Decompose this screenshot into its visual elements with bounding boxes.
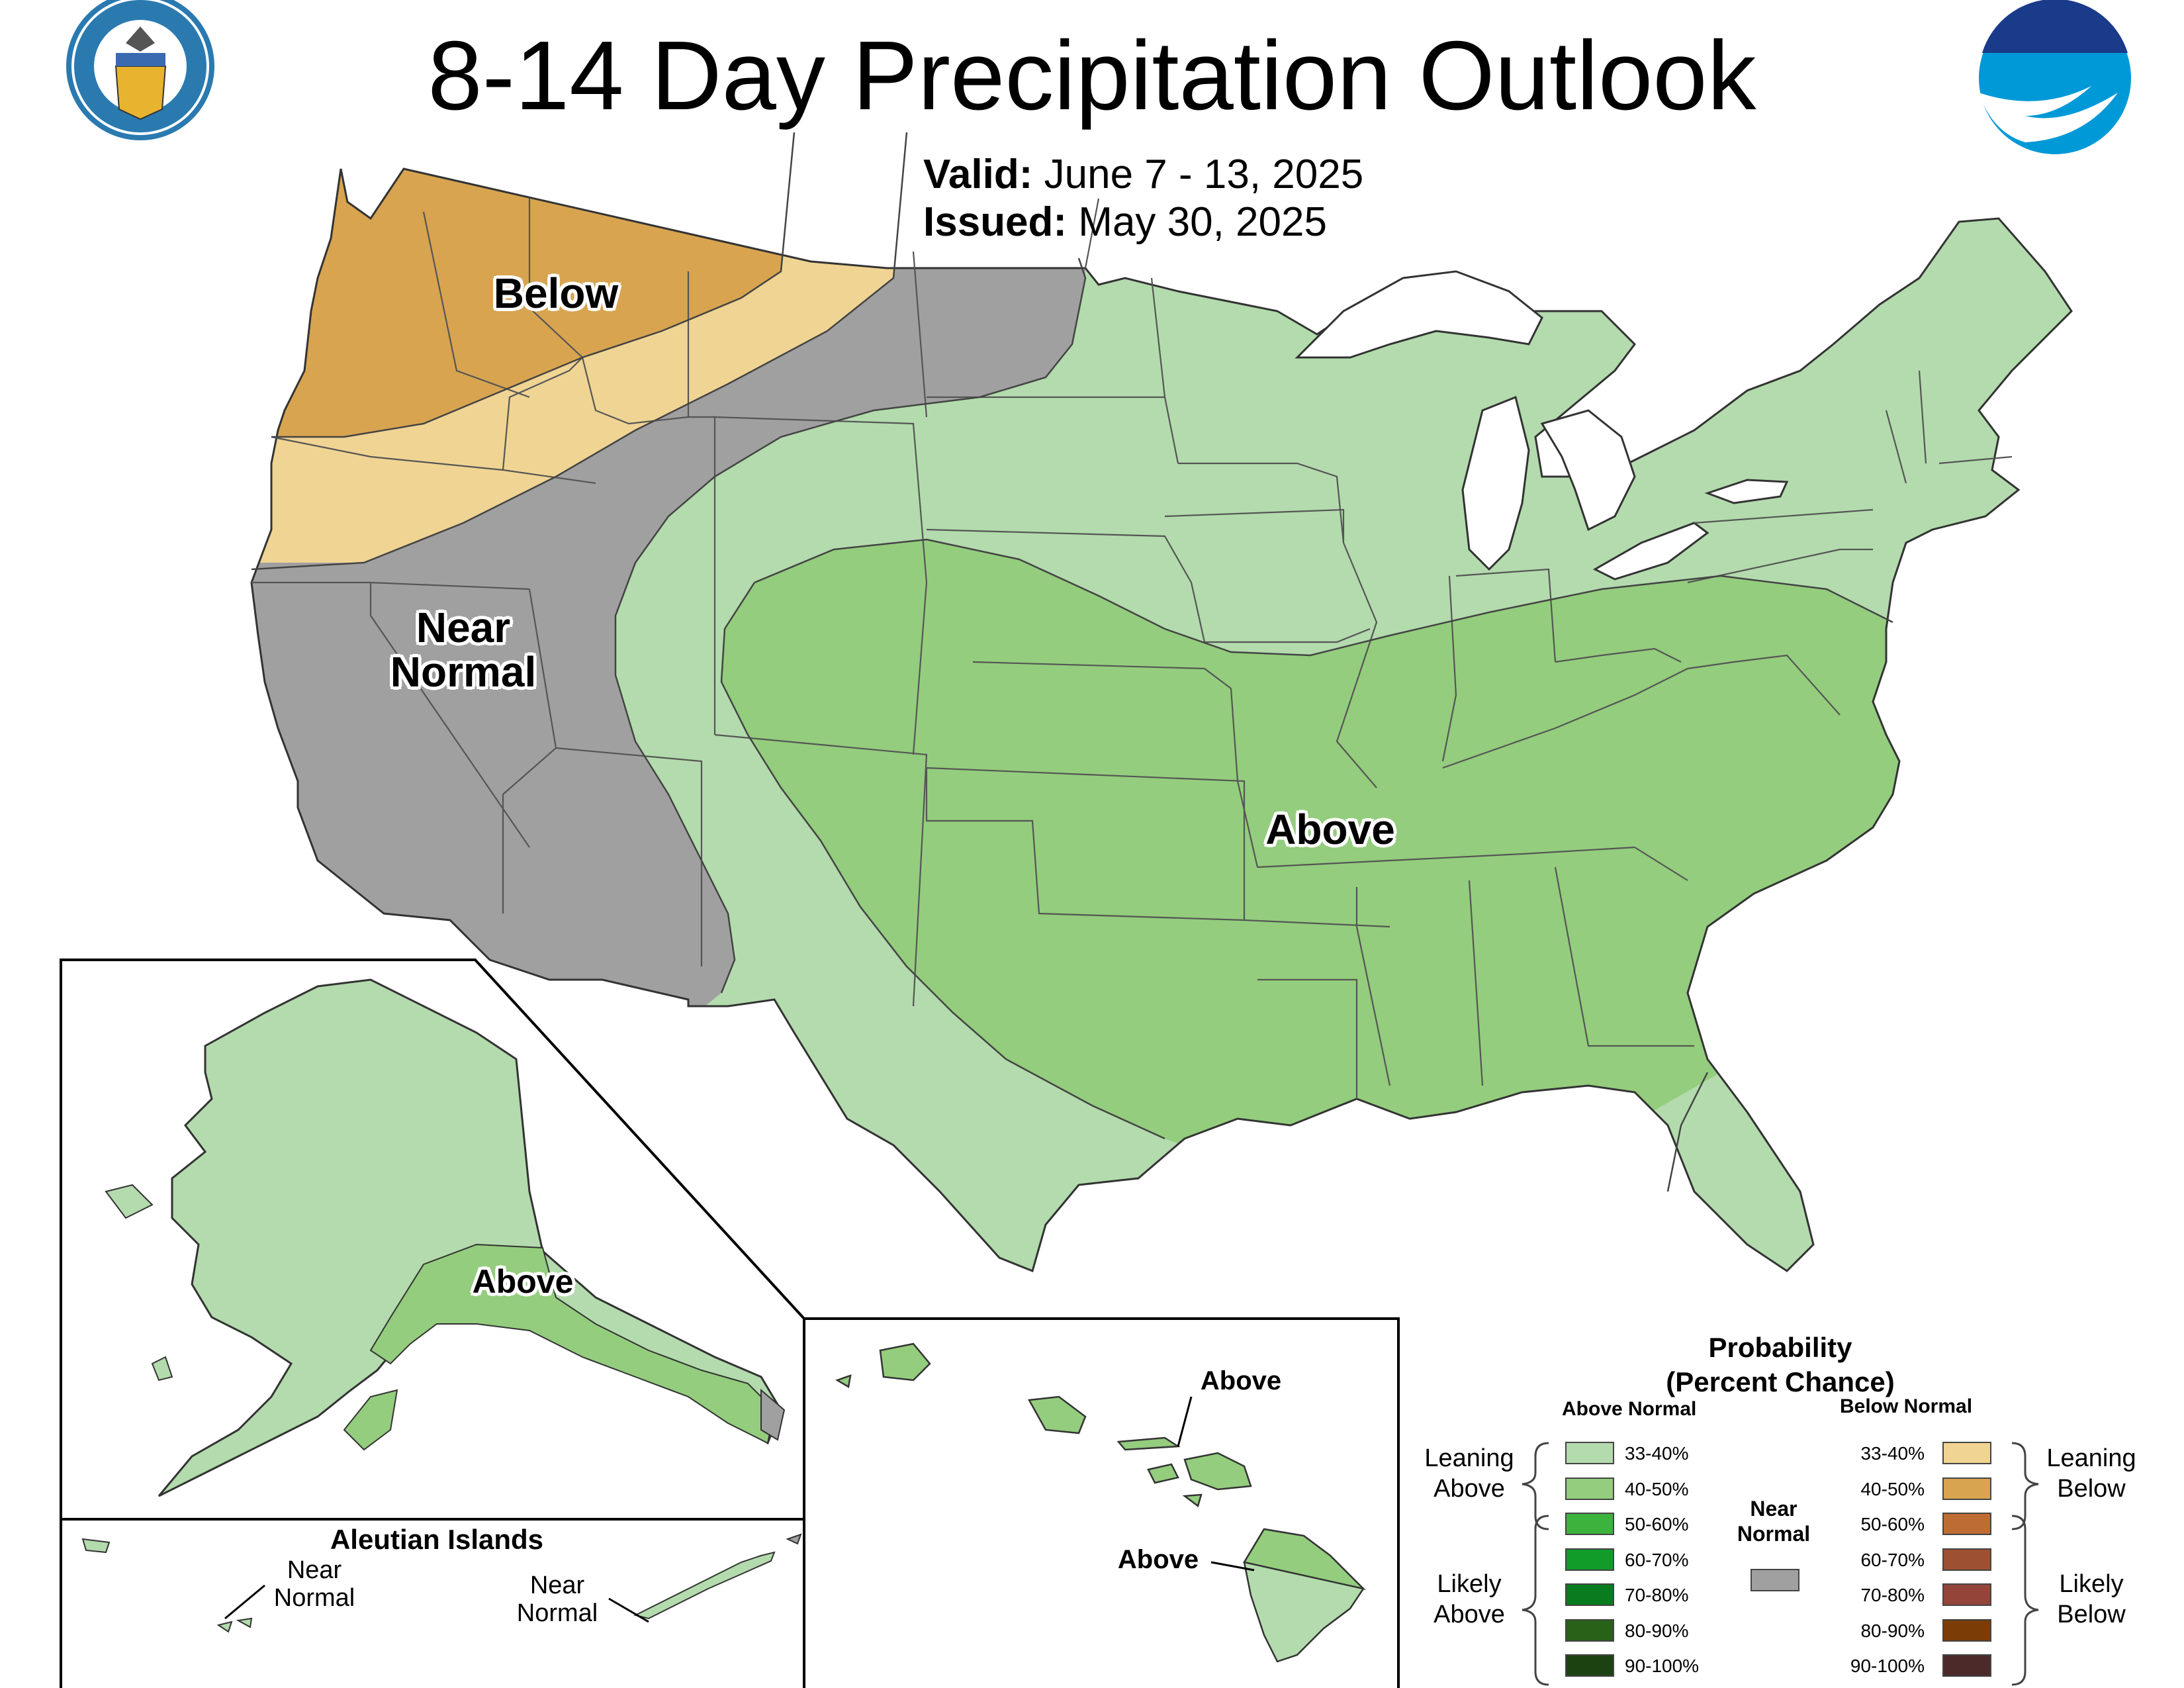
legend-below-swatch bbox=[1942, 1583, 1991, 1606]
legend-below-swatch bbox=[1942, 1619, 1991, 1642]
legend-above-range: 80-90% bbox=[1625, 1620, 1689, 1641]
valid-label: Valid: bbox=[923, 152, 1033, 197]
legend-title-line2: (Percent Chance) bbox=[1666, 1366, 1895, 1397]
label-above-conus: Above bbox=[1265, 806, 1395, 853]
legend-likely-above: Likely Above bbox=[1416, 1569, 1522, 1630]
legend-leaning-above-line1: Leaning bbox=[1424, 1444, 1514, 1472]
commerce-seal bbox=[66, 0, 214, 140]
legend-below-range: 40-50% bbox=[1860, 1479, 1925, 1499]
legend-below-range: 60-70% bbox=[1860, 1550, 1925, 1570]
issued-label: Issued: bbox=[923, 199, 1068, 245]
legend-below-swatch bbox=[1942, 1477, 1991, 1500]
legend-below-range: 50-60% bbox=[1860, 1514, 1925, 1534]
legend-leaning-above-line2: Above bbox=[1433, 1475, 1505, 1503]
legend-above-swatch bbox=[1565, 1442, 1614, 1464]
label-near-normal-line2: Normal bbox=[390, 648, 537, 696]
state-borders bbox=[251, 198, 2013, 1099]
legend-title: Probability (Percent Chance) bbox=[1648, 1331, 1913, 1399]
page-title: 8-14 Day Precipitation Outlook bbox=[428, 21, 1756, 130]
legend-likely-above-line2: Above bbox=[1433, 1601, 1505, 1628]
lake-michigan bbox=[1461, 395, 1530, 571]
noaa-logo bbox=[1979, 0, 2131, 154]
legend-below-swatch bbox=[1942, 1548, 1991, 1571]
lake-huron bbox=[1540, 409, 1636, 532]
legend-leaning-below: Leaning Below bbox=[2038, 1443, 2144, 1504]
legend-below-range: 80-90% bbox=[1860, 1620, 1925, 1641]
aleutian-left-line1: Near bbox=[287, 1556, 342, 1584]
legend-above-range: 33-40% bbox=[1625, 1443, 1689, 1464]
legend-below-range: 90-100% bbox=[1850, 1656, 1925, 1676]
legend-below-range: 70-80% bbox=[1860, 1585, 1925, 1605]
label-above-alaska: Above bbox=[472, 1263, 574, 1300]
legend-above-range: 40-50% bbox=[1625, 1479, 1689, 1499]
aleutian-left-line2: Normal bbox=[273, 1583, 355, 1612]
legend-below-swatch bbox=[1942, 1654, 1991, 1677]
legend-above-range: 50-60% bbox=[1625, 1514, 1689, 1534]
aleutian-leader-lines bbox=[224, 1584, 649, 1623]
legend-above-header: Above Normal bbox=[1562, 1398, 1697, 1420]
legend-likely-below: Likely Below bbox=[2038, 1569, 2144, 1630]
legend-near-normal-swatch bbox=[1751, 1569, 1799, 1591]
conus-outline bbox=[250, 167, 2073, 1273]
lake-superior bbox=[1295, 270, 1543, 359]
lake-erie bbox=[1592, 522, 1709, 581]
legend-below-range: 33-40% bbox=[1860, 1443, 1925, 1464]
above-40-50-region bbox=[721, 539, 1919, 1192]
legend-leaning-above: Leaning Above bbox=[1416, 1443, 1522, 1504]
valid-value: June 7 - 13, 2025 bbox=[1044, 152, 1364, 197]
hawaii-leader-lines bbox=[1177, 1396, 1255, 1571]
legend-above-range: 70-80% bbox=[1625, 1585, 1689, 1605]
aleutian-title: Aleutian Islands bbox=[330, 1524, 544, 1555]
legend-above-swatch bbox=[1565, 1619, 1614, 1642]
aleutian-right-line1: Near bbox=[529, 1571, 585, 1599]
label-near-normal-line1: Near bbox=[416, 604, 511, 651]
legend-above-swatch bbox=[1565, 1583, 1614, 1606]
legend-above-swatch bbox=[1565, 1654, 1614, 1677]
legend-near-normal: Near Normal bbox=[1721, 1496, 1827, 1546]
legend-likely-below-line2: Below bbox=[2057, 1601, 2126, 1628]
category-boundaries bbox=[251, 132, 1893, 1192]
issued-value: May 30, 2025 bbox=[1078, 199, 1327, 245]
valid-dates: Valid: June 7 - 13, 2025 Issued: May 30,… bbox=[923, 151, 1363, 246]
legend-below-swatch bbox=[1942, 1442, 1991, 1464]
label-below: Below bbox=[493, 269, 619, 317]
legend-likely-below-line1: Likely bbox=[2059, 1570, 2124, 1598]
legend-leaning-below-line2: Below bbox=[2057, 1475, 2126, 1503]
legend-below-header: Below Normal bbox=[1840, 1395, 1973, 1417]
label-near-normal: Near Normal bbox=[371, 604, 556, 696]
lake-ontario bbox=[1704, 479, 1789, 504]
aleutian-islands bbox=[81, 1533, 802, 1633]
label-above-big-island: Above bbox=[1117, 1545, 1199, 1574]
aleutian-left-label: Near Normal bbox=[261, 1556, 367, 1613]
aleutian-right-label: Near Normal bbox=[504, 1571, 610, 1628]
legend-likely-above-line1: Likely bbox=[1437, 1570, 1502, 1598]
legend-near-normal-line2: Normal bbox=[1737, 1522, 1811, 1546]
great-lakes bbox=[1295, 270, 1789, 581]
legend-above-swatch bbox=[1565, 1513, 1614, 1535]
legend-brackets bbox=[1522, 1442, 2039, 1686]
hawaii-islands bbox=[835, 1342, 1366, 1663]
alaska-shape bbox=[105, 978, 786, 1497]
label-above-maui: Above bbox=[1200, 1366, 1282, 1395]
legend-near-normal-line1: Near bbox=[1750, 1497, 1797, 1521]
legend-above-range: 90-100% bbox=[1625, 1656, 1700, 1676]
aleutian-inset-frame bbox=[60, 1518, 805, 1688]
legend-title-line1: Probability bbox=[1708, 1332, 1852, 1363]
legend-below-swatch bbox=[1942, 1513, 1991, 1535]
aleutian-right-line2: Normal bbox=[516, 1599, 598, 1627]
legend-above-range: 60-70% bbox=[1625, 1550, 1689, 1570]
legend-above-swatch bbox=[1565, 1477, 1614, 1500]
legend-leaning-below-line1: Leaning bbox=[2046, 1444, 2136, 1472]
legend-above-swatch bbox=[1565, 1548, 1614, 1571]
